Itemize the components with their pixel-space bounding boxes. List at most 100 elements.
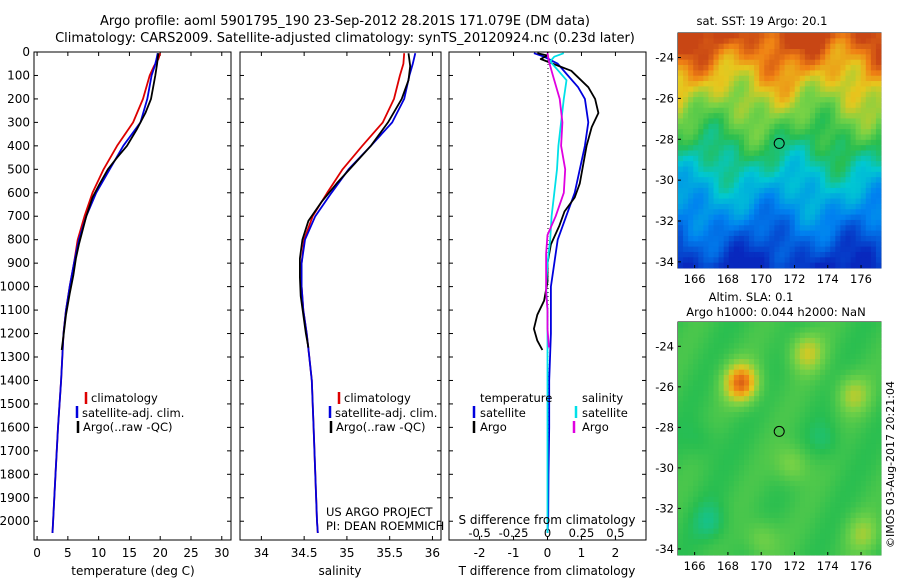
map-cell xyxy=(820,507,826,514)
map-cell xyxy=(683,512,689,519)
map-cell xyxy=(703,401,709,408)
map-cell xyxy=(840,507,846,514)
map-cell xyxy=(683,491,689,498)
map-cell xyxy=(764,374,770,381)
map-cell xyxy=(718,198,725,205)
map-cell xyxy=(688,337,694,344)
map-cell xyxy=(794,507,801,514)
map-cell xyxy=(713,134,719,141)
map-cell xyxy=(815,385,821,392)
map-cell xyxy=(830,171,836,178)
map-cell xyxy=(830,406,836,413)
map-cell xyxy=(799,118,806,125)
map-cell xyxy=(840,496,846,503)
map-cell xyxy=(774,43,780,50)
map-cell xyxy=(764,43,770,50)
map-cell xyxy=(840,390,846,397)
map-cell xyxy=(683,528,689,535)
map-cell xyxy=(820,390,826,397)
map-cell xyxy=(738,107,745,114)
map-cell xyxy=(779,475,785,482)
map-cell xyxy=(759,118,765,125)
map-cell xyxy=(728,107,735,114)
map-cell xyxy=(708,171,714,178)
map-cell xyxy=(708,187,714,194)
map-cell xyxy=(683,406,689,413)
map-cell xyxy=(835,75,841,82)
map-cell xyxy=(693,166,699,173)
map-cell xyxy=(754,75,760,82)
map-cell xyxy=(749,486,755,492)
map-cell xyxy=(860,262,867,269)
map-cell xyxy=(804,449,811,455)
map-cell xyxy=(703,459,709,466)
map-cell xyxy=(678,129,684,135)
map-cell xyxy=(749,454,755,461)
map-cell xyxy=(728,523,735,529)
map-cell xyxy=(860,251,867,258)
lon-tick-label: 174 xyxy=(817,559,839,573)
map-cell xyxy=(830,65,836,71)
map-cell xyxy=(718,412,725,418)
map-cell xyxy=(743,219,750,226)
map-cell xyxy=(749,230,755,237)
map-cell xyxy=(728,406,735,413)
map-cell xyxy=(825,182,831,189)
map-cell xyxy=(703,49,709,55)
s-tick-label: 0.5 xyxy=(606,526,624,540)
map-cell xyxy=(723,139,730,146)
map-cell xyxy=(693,257,699,264)
map-cell xyxy=(789,491,796,498)
map-cell xyxy=(718,496,725,503)
map-cell xyxy=(875,75,882,82)
map-cell xyxy=(820,33,826,39)
map-cell xyxy=(870,102,877,109)
map-cell xyxy=(774,97,780,103)
map-cell xyxy=(855,353,862,360)
map-cell xyxy=(764,246,770,253)
map-cell xyxy=(759,54,765,61)
map-cell xyxy=(708,385,714,392)
map-cell xyxy=(738,187,745,194)
map-cell xyxy=(723,417,730,424)
map-cell xyxy=(764,193,770,199)
map-cell xyxy=(835,364,841,371)
map-cell xyxy=(738,417,745,424)
map-cell xyxy=(865,118,872,125)
map-cell xyxy=(845,422,851,429)
map-cell xyxy=(789,417,796,424)
map-cell xyxy=(860,97,867,103)
map-cell xyxy=(733,337,740,344)
map-cell xyxy=(718,417,725,424)
map-cell xyxy=(804,171,811,178)
map-cell xyxy=(794,219,801,226)
map-cell xyxy=(840,81,846,87)
map-cell xyxy=(678,86,684,93)
map-cell xyxy=(749,401,755,408)
map-cell xyxy=(784,396,791,402)
map-cell xyxy=(728,203,735,210)
map-cell xyxy=(749,517,755,524)
map-cell xyxy=(759,369,765,376)
map-cell xyxy=(708,203,714,210)
map-cell xyxy=(749,246,755,253)
map-cell xyxy=(774,150,780,157)
map-cell xyxy=(738,59,745,66)
map-cell xyxy=(815,470,821,476)
map-cell xyxy=(713,214,719,221)
map-cell xyxy=(749,433,755,439)
map-cell xyxy=(743,123,750,130)
map-cell xyxy=(809,475,816,482)
map-cell xyxy=(845,166,851,173)
map-cell xyxy=(723,86,730,93)
map-cell xyxy=(779,209,785,215)
map-cell xyxy=(799,182,806,189)
map-cell xyxy=(703,507,709,514)
map-cell xyxy=(759,464,765,471)
map-cell xyxy=(743,369,750,376)
map-cell xyxy=(769,464,775,471)
map-cell xyxy=(830,417,836,424)
map-cell xyxy=(764,454,770,461)
map-cell xyxy=(820,380,826,386)
map-cell xyxy=(678,512,684,519)
